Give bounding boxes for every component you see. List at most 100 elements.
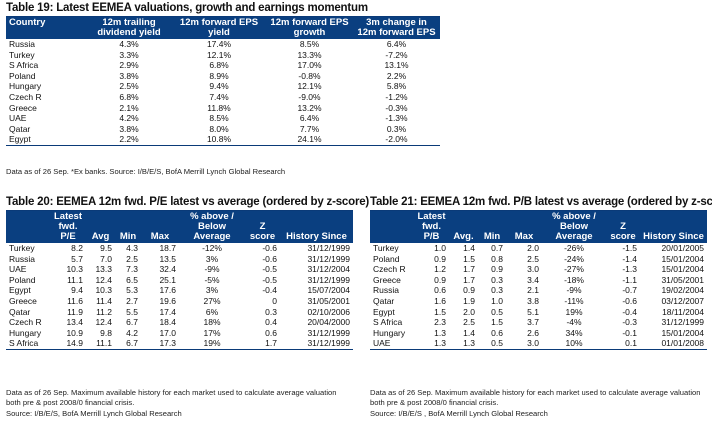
row-value: 3.0: [506, 338, 542, 350]
row-value: 19%: [565, 306, 583, 317]
table21-header-pct-vs-avg: % above / Below Average: [552, 211, 596, 242]
row-country: Hungary: [9, 81, 42, 92]
row-value: 13.4: [66, 317, 83, 328]
table20-header-row: Latest fwd. P/E Avg Min Max % above / Be…: [6, 211, 353, 243]
row-value: 3.4: [527, 274, 539, 285]
table-row: Qatar 11.9 11.2 5.5 17.4 6% 0.3 02/10/2006: [6, 307, 353, 318]
row-value: -0.5: [262, 264, 277, 275]
row-value: 31/12/1999: [280, 338, 353, 350]
row-value: -1.3%: [385, 113, 408, 124]
row-value: 0.3: [491, 285, 503, 296]
row-value: 25.1: [159, 274, 176, 285]
row-value: 17.0%: [297, 60, 322, 71]
row-value: 7.3: [126, 264, 138, 275]
table-row: Turkey 3.3% 12.1% 13.3% -7.2%: [6, 50, 440, 61]
row-value: 31/12/2004: [307, 264, 350, 275]
row-value: 4.2%: [119, 113, 139, 124]
row-value: 2.5: [463, 317, 475, 328]
row-value: 3.0: [527, 264, 539, 275]
row-value: 15/01/2004: [661, 327, 704, 338]
table-row: Greece 2.1% 11.8% 13.2% -0.3%: [6, 103, 440, 114]
table-row: UAE 1.3 1.3 0.5 3.0 10% 0.1 01/01/2008: [370, 338, 707, 350]
row-value: -1.5: [622, 243, 637, 253]
row-value: 5.3: [126, 285, 138, 296]
row-value: 1.0: [434, 243, 446, 253]
row-value: 18.7: [159, 243, 176, 253]
row-value: 3.3%: [119, 49, 139, 60]
row-value: 0.3: [265, 306, 277, 317]
table19-header-eps-yield: 12m forward EPS yield: [179, 17, 259, 38]
row-value: 9.4: [71, 285, 83, 296]
row-value: 31/12/1999: [307, 327, 350, 338]
table-row: Russia 0.6 0.9 0.3 2.1 -9% -0.7 19/02/2004: [370, 285, 707, 296]
row-value: 20/01/2005: [661, 243, 704, 253]
table-row: UAE 10.3 13.3 7.3 32.4 -9% -0.5 31/12/2004: [6, 264, 353, 275]
row-value: 17.3: [141, 338, 179, 350]
row-value: 31/05/2001: [661, 274, 704, 285]
row-value: 0.6: [434, 285, 446, 296]
table19-header-country: Country: [9, 17, 46, 28]
row-value: 0.9: [434, 274, 446, 285]
row-value: 4.3%: [119, 39, 139, 49]
row-value: 13.3%: [297, 49, 322, 60]
row-value: -9%: [566, 285, 582, 296]
row-value: 0.1: [606, 338, 640, 350]
row-value: 0.6: [491, 327, 503, 338]
table-row: Qatar 3.8% 8.0% 7.7% 0.3%: [6, 124, 440, 135]
row-value: 11.4: [96, 295, 112, 306]
table-row: Russia 4.3% 17.4% 8.5% 6.4%: [6, 39, 440, 50]
table-row: Poland 11.1 12.4 6.5 25.1 -5% -0.5 31/12/1999: [6, 275, 353, 286]
row-value: 6.4%: [299, 113, 320, 124]
table20-header-country: [6, 211, 50, 243]
row-value: 7.7%: [299, 123, 320, 134]
row-country: Czech R: [9, 91, 42, 102]
table20-title: Table 20: EEMEA 12m fwd. P/E latest vs a…: [6, 196, 370, 208]
row-value: 0.3: [491, 274, 503, 285]
table-row: Greece 11.6 11.4 2.7 19.6 27% 0 31/05/2001: [6, 296, 353, 307]
row-value: 11.1: [86, 338, 115, 350]
row-value: -0.4: [262, 285, 277, 296]
row-value: 0.8: [491, 253, 503, 264]
row-country: Hungary: [9, 327, 42, 338]
row-value: 8.2: [71, 243, 83, 253]
table-row: Poland 3.8% 8.9% -0.8% 2.2%: [6, 71, 440, 82]
row-value: 17.0: [159, 327, 176, 338]
row-value: 2.0: [527, 243, 539, 253]
row-value: 10.9: [66, 327, 83, 338]
row-value: 11.6: [67, 295, 83, 306]
row-value: 12.4: [95, 274, 112, 285]
row-value: -1.2%: [385, 91, 408, 102]
table19-header-eps-growth: 12m forward EPS growth: [270, 17, 349, 38]
table-row: Turkey 8.2 9.5 4.3 18.7 -12% -0.6 31/12/1999: [6, 243, 353, 254]
table21-header-max: Max: [514, 231, 534, 242]
row-value: 12.1%: [297, 81, 322, 92]
row-value: 18%: [203, 317, 221, 328]
row-value: 31/12/1999: [307, 243, 350, 253]
table-row: Poland 0.9 1.5 0.8 2.5 -24% -1.4 15/01/2004: [370, 254, 707, 265]
table19: Country 12m trailing dividend yield 12m …: [6, 17, 440, 146]
row-value: 0.3%: [386, 123, 407, 134]
row-value: 5.8%: [386, 81, 407, 92]
row-value: 1.3: [434, 327, 446, 338]
row-value: -1.4: [622, 253, 637, 264]
row-value: 2.2%: [86, 134, 172, 146]
row-value: 02/10/2006: [307, 306, 350, 317]
row-value: 1.2: [434, 264, 446, 275]
table-row: Hungary 1.3 1.4 0.6 2.6 34% -0.1 15/01/2004: [370, 328, 707, 339]
table19-title-rule: [6, 16, 440, 17]
row-value: 1.7: [463, 274, 475, 285]
row-value: -4%: [566, 317, 582, 328]
row-value: -12%: [202, 243, 222, 253]
row-value: 0: [272, 295, 277, 306]
table20-header-latest: Latest fwd. P/E: [54, 211, 82, 242]
row-value: 0.9: [434, 253, 446, 264]
row-country: S Africa: [6, 338, 50, 350]
row-country: Poland: [9, 70, 36, 81]
row-value: -9.0%: [298, 91, 321, 102]
row-value: 31/12/1999: [661, 317, 704, 328]
row-value: 2.5: [126, 253, 138, 264]
table21-title-rule: [370, 210, 707, 211]
row-country: Russia: [9, 39, 35, 49]
row-value: 11.8%: [207, 102, 231, 113]
row-value: 31/05/2001: [307, 295, 350, 306]
